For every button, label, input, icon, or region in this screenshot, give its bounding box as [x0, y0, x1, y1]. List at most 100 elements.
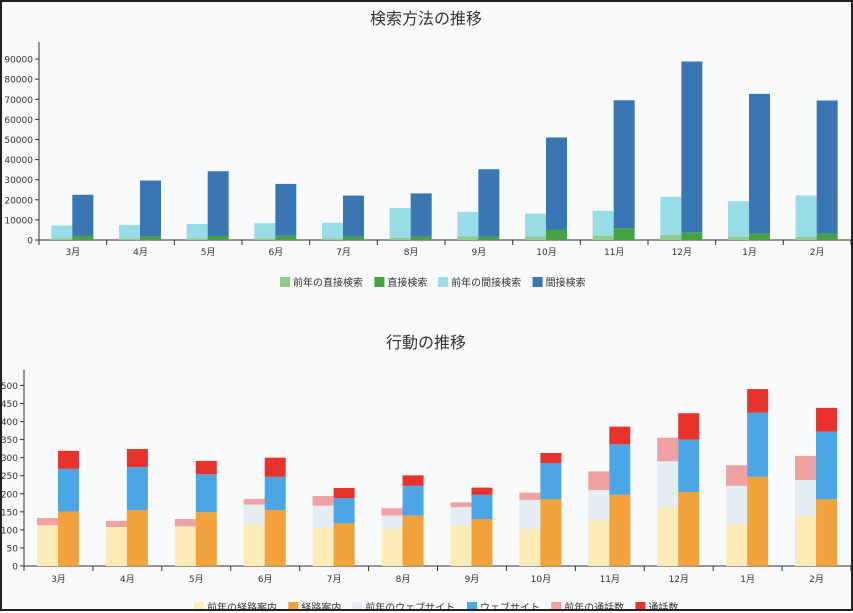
x-tick-label: 5月	[201, 247, 216, 258]
legend-label: 間接検索	[546, 276, 586, 289]
bar	[613, 100, 635, 229]
bar	[540, 452, 562, 464]
x-tick-label: 1月	[742, 247, 757, 258]
bar	[519, 528, 541, 566]
x-tick-label: 8月	[404, 247, 419, 258]
bar	[816, 407, 838, 432]
x-tick-label: 1月	[740, 574, 755, 585]
bar	[726, 524, 748, 566]
bar	[471, 494, 493, 520]
legend-label: 通話数	[648, 601, 678, 609]
y-tick-label: 30000	[4, 176, 33, 186]
x-tick-label: 7月	[327, 574, 342, 585]
y-tick-label: 50000	[4, 136, 33, 146]
bar	[254, 238, 276, 240]
bar	[343, 195, 364, 237]
bar	[57, 468, 79, 512]
bar	[402, 475, 424, 486]
y-tick-label: 20000	[4, 196, 33, 206]
bar	[243, 498, 265, 505]
bar	[478, 236, 500, 240]
bar	[51, 225, 73, 239]
legend-label: 直接検索	[387, 276, 427, 289]
bar	[592, 235, 614, 240]
bar	[389, 208, 411, 238]
bar	[57, 450, 79, 469]
bar	[264, 476, 286, 511]
bar	[681, 61, 703, 233]
bar	[678, 439, 700, 492]
bar	[119, 224, 140, 239]
bar	[657, 437, 679, 462]
bar	[105, 520, 127, 527]
bar	[312, 528, 334, 566]
bar	[681, 232, 703, 240]
x-tick-label: 4月	[133, 247, 148, 258]
y-tick-label: 80000	[4, 76, 33, 86]
chart-title: 検索方法の推移	[370, 9, 482, 28]
y-tick-label: 0	[27, 237, 33, 247]
bar	[322, 222, 343, 239]
bar	[525, 236, 546, 240]
bar	[343, 236, 364, 240]
bar	[609, 494, 631, 566]
bar	[381, 515, 403, 529]
x-tick-label: 11月	[600, 574, 620, 585]
bar	[243, 504, 265, 525]
y-tick-label: 150	[2, 508, 18, 518]
bar	[51, 238, 73, 240]
x-tick-label: 8月	[396, 574, 411, 585]
bar	[749, 233, 770, 240]
bar	[457, 236, 479, 240]
bar	[126, 449, 148, 468]
bar	[57, 511, 79, 566]
bar	[381, 528, 403, 566]
bar	[410, 236, 432, 240]
bar	[381, 508, 403, 516]
x-tick-label: 11月	[604, 247, 624, 258]
bar	[816, 499, 838, 566]
bar	[174, 519, 196, 527]
y-tick-label: 500	[2, 382, 18, 392]
x-tick-label: 7月	[336, 247, 351, 258]
bar	[678, 491, 700, 566]
bar	[795, 516, 817, 566]
bar	[207, 235, 229, 240]
y-tick-label: 50	[7, 544, 19, 554]
bar	[254, 223, 276, 239]
bar	[519, 499, 541, 529]
bar	[322, 238, 343, 240]
y-tick-label: 70000	[4, 96, 33, 106]
x-tick-label: 3月	[65, 247, 80, 258]
bar	[657, 507, 679, 566]
bar	[546, 137, 567, 230]
bar	[816, 431, 838, 500]
bar	[749, 93, 770, 234]
bar	[678, 413, 700, 440]
bar	[660, 196, 682, 235]
x-tick-label: 6月	[258, 574, 273, 585]
bar	[546, 229, 567, 240]
chart-1: 行動の推移 0 50 100 150 200 250 300 350 400 450 500 3月 4月 5…	[1, 333, 852, 613]
x-tick-label: 2月	[810, 247, 825, 258]
bar	[726, 465, 748, 486]
bar	[525, 213, 546, 237]
bar	[795, 195, 817, 237]
bar	[140, 180, 161, 237]
bar	[275, 235, 297, 240]
bar	[195, 474, 217, 513]
x-tick-label: 12月	[668, 574, 688, 585]
bar	[613, 228, 635, 240]
legend-label: 前年の直接検索	[293, 276, 363, 289]
bar	[450, 507, 472, 526]
bar	[402, 485, 424, 516]
bar	[471, 487, 493, 495]
x-tick-label: 5月	[189, 574, 204, 585]
bar	[333, 488, 355, 499]
bar	[660, 234, 682, 240]
legend-swatch	[467, 602, 477, 612]
y-tick-label: 0	[12, 563, 18, 573]
x-tick-label: 3月	[51, 574, 66, 585]
bar	[816, 100, 838, 234]
